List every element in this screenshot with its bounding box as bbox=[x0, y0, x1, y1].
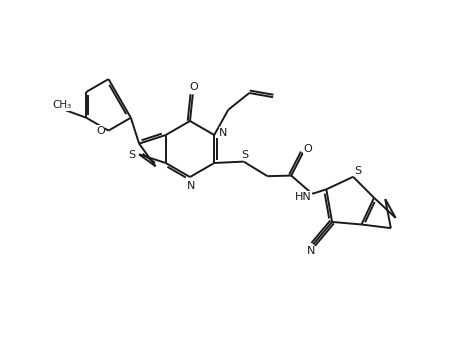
Text: N: N bbox=[306, 246, 315, 256]
Text: N: N bbox=[186, 181, 195, 191]
Text: O: O bbox=[303, 144, 312, 154]
Text: S: S bbox=[128, 150, 135, 160]
Text: HN: HN bbox=[294, 192, 311, 202]
Text: N: N bbox=[218, 128, 227, 138]
Text: S: S bbox=[241, 150, 248, 160]
Text: O: O bbox=[96, 126, 105, 136]
Text: O: O bbox=[189, 82, 198, 92]
Text: S: S bbox=[354, 166, 361, 176]
Text: CH₃: CH₃ bbox=[52, 100, 72, 110]
